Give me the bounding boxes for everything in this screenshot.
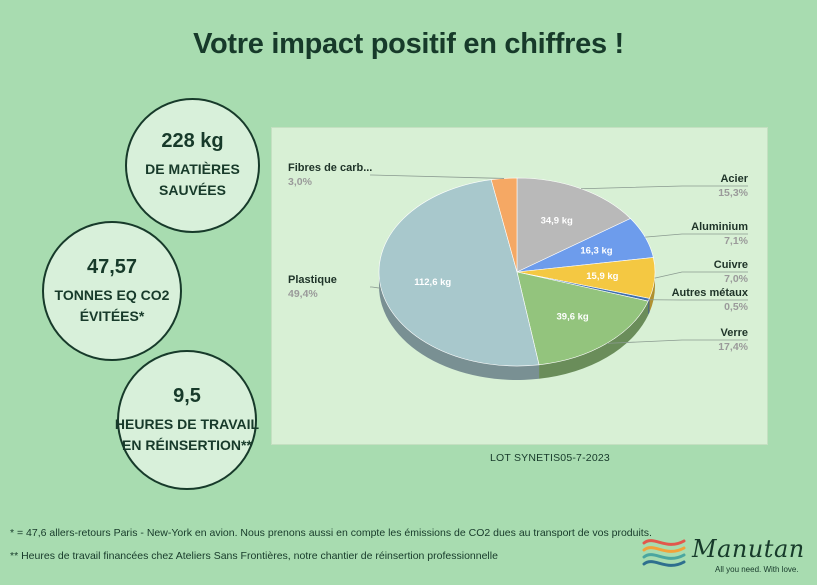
logo-wave-3: [642, 560, 686, 567]
slice-value-label-1: 16,3 kg: [580, 245, 612, 256]
slice-name-label-0: Acier: [720, 173, 748, 185]
slice-name-label-2: Cuivre: [714, 259, 748, 271]
slice-pct-label-6: 3,0%: [288, 176, 313, 188]
stat-label: TONNES EQ CO2 ÉVITÉES*: [54, 286, 170, 324]
slice-name-label-1: Aluminium: [691, 221, 748, 233]
leader-line-2: [654, 271, 748, 279]
pie-side-4: [539, 301, 649, 379]
stat-value: 47,57: [86, 255, 138, 278]
logo-tagline: All you need. With love.: [715, 565, 799, 574]
stat-label: HEURES DE TRAVAIL EN RÉINSERTION**: [114, 415, 260, 453]
slice-name-label-3: Autres métaux: [672, 287, 749, 299]
stat-value: 9,5: [173, 384, 201, 407]
stat-circle-hours: 9,5 HEURES DE TRAVAIL EN RÉINSERTION**: [115, 350, 259, 490]
slice-pct-label-5: 49,4%: [288, 288, 318, 300]
stat-circle-co2: 47,57 TONNES EQ CO2 ÉVITÉES*: [42, 221, 182, 361]
stat-circle-materials: 228 kg DE MATIÈRES SAUVÉES: [125, 98, 260, 233]
slice-value-label-2: 15,9 kg: [586, 271, 618, 282]
slice-pct-label-1: 7,1%: [724, 235, 749, 247]
slice-value-label-4: 39,6 kg: [557, 311, 589, 322]
page-title: Votre impact positif en chiffres !: [193, 28, 624, 60]
pie-slice-5: [378, 179, 540, 367]
stat-label: DE MATIÈRES SAUVÉES: [145, 161, 240, 198]
logo-wave-2: [642, 553, 686, 560]
slice-value-label-0: 34,9 kg: [541, 215, 573, 226]
lot-label: LOT SYNETIS05-7-2023: [490, 452, 610, 464]
slice-pct-label-2: 7,0%: [724, 273, 749, 285]
leader-line-4: [606, 339, 748, 344]
chart-panel: 34,9 kg 16,3 kg 15,9 kg 39,6 kg 112,6 kg Acie…: [271, 127, 768, 445]
slice-value-label-5: 112,6 kg: [414, 277, 451, 288]
leader-line-0: [581, 185, 748, 190]
manutan-logo-icon: [642, 539, 686, 567]
slice-name-label-5: Plastique: [288, 274, 337, 286]
leader-line-5: [370, 286, 382, 289]
leader-line-1: [645, 233, 748, 238]
slice-pct-label-3: 0,5%: [724, 301, 749, 313]
stat-value: 228 kg: [161, 130, 224, 152]
logo-name: Manutan: [692, 535, 805, 563]
pie-side-5: [379, 272, 540, 380]
leader-line-6: [370, 174, 505, 179]
manutan-logo: Manutan All you need. With love.: [640, 531, 810, 581]
slice-pct-label-4: 17,4%: [718, 341, 748, 353]
slice-name-label-6: Fibres de carb...: [288, 162, 372, 174]
footnote-1: * = 47,6 allers-retours Paris - New-York…: [10, 527, 652, 539]
footnote-2: ** Heures de travail financées chez Atel…: [10, 550, 498, 562]
slice-name-label-4: Verre: [720, 327, 748, 339]
pie-side-2: [649, 272, 655, 313]
pie-side-3: [648, 298, 650, 316]
slice-pct-label-0: 15,3%: [718, 187, 748, 199]
logo-wave-1: [642, 546, 686, 553]
pie-chart: 34,9 kg 16,3 kg 15,9 kg 39,6 kg 112,6 kg Acie…: [288, 162, 749, 380]
logo-wave-0: [642, 539, 686, 546]
